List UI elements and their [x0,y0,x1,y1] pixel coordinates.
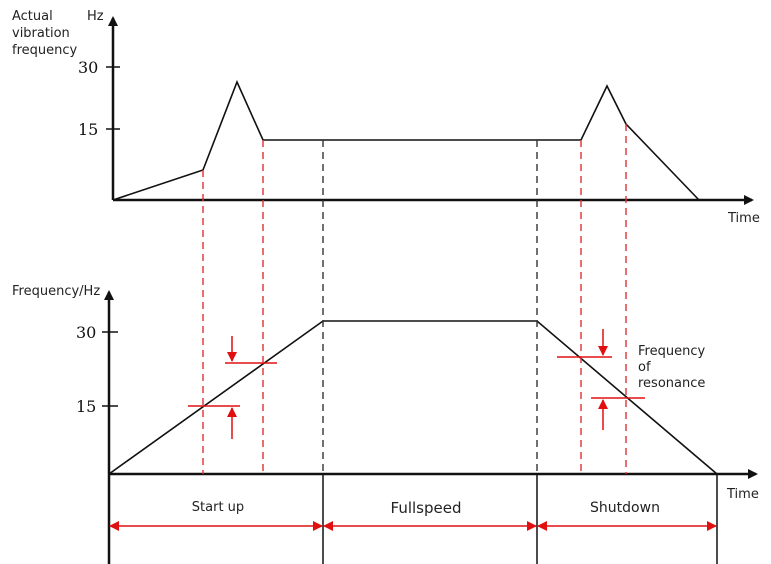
bottom-ylabel: Frequency/Hz [12,284,100,299]
bottom-tick-label-30: 30 [76,323,96,342]
guide-lines [202,124,627,474]
bottom-xlabel: Time [726,487,759,502]
phase-label-shutdown: Shutdown [590,500,660,516]
top-ylabel-line-2: vibration [12,26,70,41]
top-ylabel-line-1: Actual [12,9,53,24]
resonance-label-line-1: Frequency [638,344,705,359]
resonance-label-line-2: of [638,360,651,375]
top-xlabel: Time [727,211,760,226]
top-ylabel-line-3: frequency [12,43,78,58]
vibration-curve [112,79,700,201]
phase-label-fullspeed: Fullspeed [391,499,462,517]
top-tick-label-30: 30 [78,58,98,77]
bottom-tick-label-15: 15 [76,397,96,416]
phase-label-start-up: Start up [192,500,244,515]
resonance-label-line-3: resonance [638,376,705,391]
top-chart: Actual vibration frequency Hz 30 15 Time [12,9,760,226]
top-unit-label: Hz [87,9,104,24]
bottom-chart: Frequency/Hz 30 15 Time Frequency of res… [12,284,759,564]
top-tick-label-15: 15 [78,120,98,139]
